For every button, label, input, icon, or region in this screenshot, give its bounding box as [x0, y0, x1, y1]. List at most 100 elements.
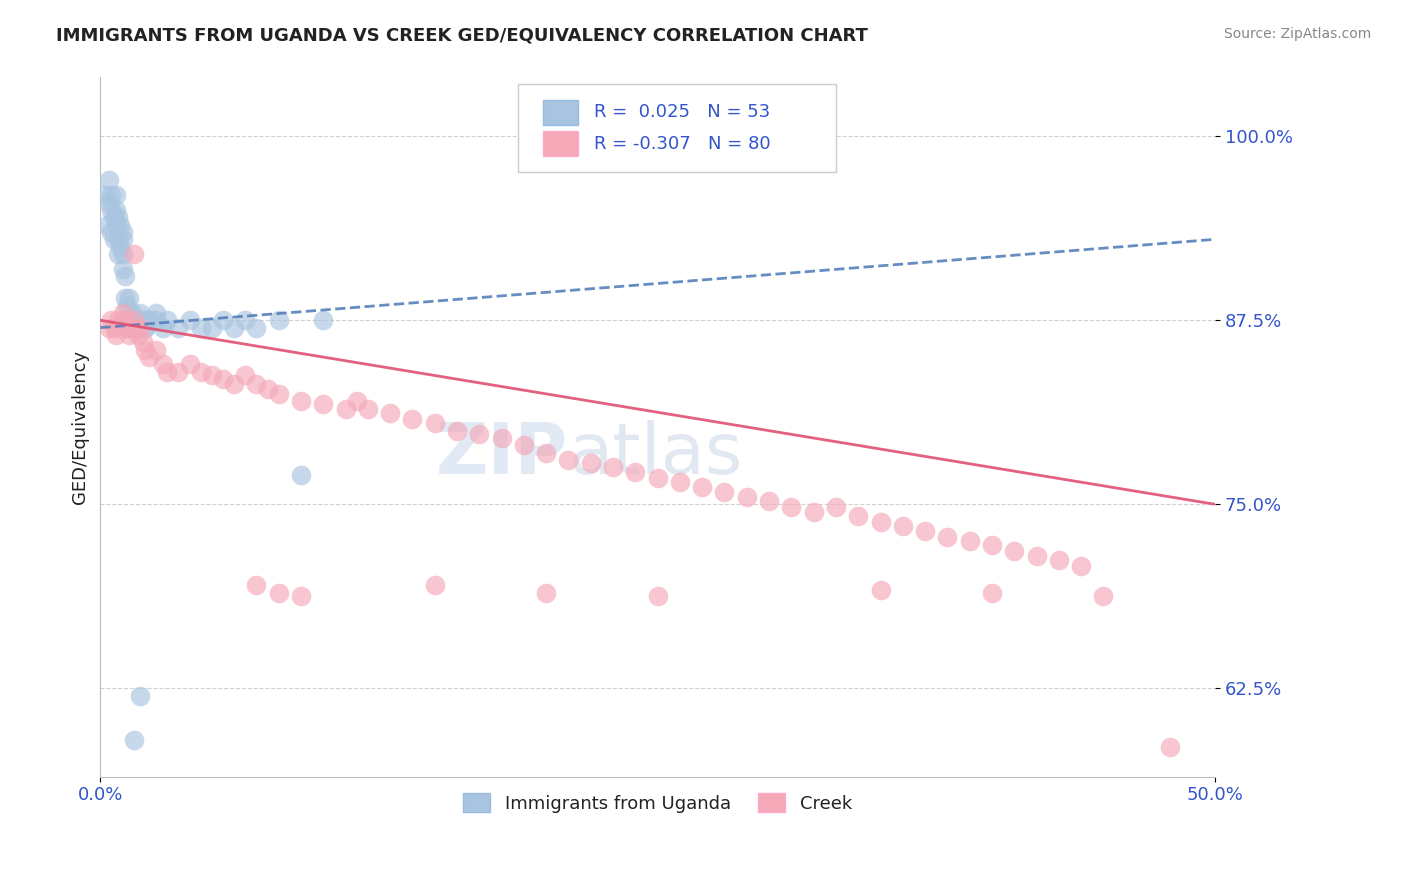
Point	[152, 320, 174, 334]
Point	[111, 232, 134, 246]
Y-axis label: GED/Equivalency: GED/Equivalency	[72, 350, 89, 504]
Point	[179, 313, 201, 327]
Point	[267, 585, 290, 599]
Point	[267, 313, 290, 327]
Point	[103, 211, 125, 225]
Point	[312, 397, 335, 411]
Point	[138, 350, 160, 364]
Point	[378, 406, 401, 420]
Point	[222, 320, 245, 334]
Text: atlas: atlas	[568, 420, 742, 490]
Point	[111, 313, 134, 327]
Point	[98, 173, 121, 187]
Point	[114, 269, 136, 284]
Point	[669, 475, 692, 490]
Point	[423, 417, 446, 431]
Point	[869, 582, 891, 597]
Point	[534, 585, 557, 599]
Point	[233, 368, 256, 382]
Point	[312, 313, 335, 327]
Point	[167, 320, 190, 334]
Point	[179, 358, 201, 372]
Point	[110, 218, 132, 232]
Point	[981, 539, 1004, 553]
Point	[758, 494, 780, 508]
Point	[100, 202, 122, 217]
Point	[602, 460, 624, 475]
Bar	[543, 100, 578, 125]
Point	[981, 585, 1004, 599]
Point	[233, 313, 256, 327]
Point	[267, 387, 290, 401]
Point	[256, 383, 278, 397]
Point	[127, 313, 149, 327]
Text: Source: ZipAtlas.com: Source: ZipAtlas.com	[1223, 27, 1371, 41]
Point	[122, 313, 145, 327]
Point	[104, 328, 127, 343]
Point	[110, 240, 132, 254]
Point	[212, 372, 235, 386]
Point	[100, 313, 122, 327]
FancyBboxPatch shape	[519, 85, 837, 172]
Point	[114, 313, 136, 327]
Point	[115, 313, 138, 327]
Point	[96, 218, 118, 232]
Point	[125, 320, 148, 334]
Point	[129, 306, 152, 320]
Point	[107, 232, 129, 246]
Point	[104, 218, 127, 232]
Point	[357, 401, 380, 416]
Text: ZIP: ZIP	[436, 420, 568, 490]
Point	[122, 313, 145, 327]
Point	[647, 471, 669, 485]
Point	[780, 500, 803, 515]
Point	[1002, 544, 1025, 558]
Point	[690, 480, 713, 494]
Point	[423, 578, 446, 592]
Point	[579, 456, 602, 470]
Point	[127, 328, 149, 343]
Point	[190, 365, 212, 379]
Point	[513, 438, 536, 452]
Point	[134, 320, 156, 334]
Point	[115, 299, 138, 313]
Point	[335, 401, 357, 416]
Point	[111, 261, 134, 276]
Point	[891, 519, 914, 533]
Point	[936, 530, 959, 544]
Point	[114, 291, 136, 305]
Text: IMMIGRANTS FROM UGANDA VS CREEK GED/EQUIVALENCY CORRELATION CHART: IMMIGRANTS FROM UGANDA VS CREEK GED/EQUI…	[56, 27, 868, 45]
Point	[100, 225, 122, 239]
Point	[98, 320, 121, 334]
Point	[1092, 589, 1115, 603]
Point	[94, 188, 117, 202]
Point	[118, 291, 141, 305]
Point	[111, 247, 134, 261]
Point	[1025, 549, 1047, 563]
Point	[100, 188, 122, 202]
Point	[121, 306, 143, 320]
Point	[222, 376, 245, 391]
Point	[1070, 559, 1092, 574]
Point	[122, 247, 145, 261]
Point	[346, 394, 368, 409]
Point	[125, 320, 148, 334]
Point	[1047, 553, 1070, 567]
Point	[290, 394, 312, 409]
Point	[468, 426, 491, 441]
Point	[201, 320, 224, 334]
Point	[122, 732, 145, 747]
Point	[914, 524, 936, 538]
Point	[713, 485, 735, 500]
Point	[825, 500, 848, 515]
Point	[107, 313, 129, 327]
Point	[290, 589, 312, 603]
Point	[118, 320, 141, 334]
Point	[129, 689, 152, 703]
Point	[104, 202, 127, 217]
Point	[98, 195, 121, 210]
Legend: Immigrants from Uganda, Creek: Immigrants from Uganda, Creek	[456, 786, 859, 820]
Point	[190, 320, 212, 334]
Point	[156, 313, 179, 327]
Point	[647, 589, 669, 603]
